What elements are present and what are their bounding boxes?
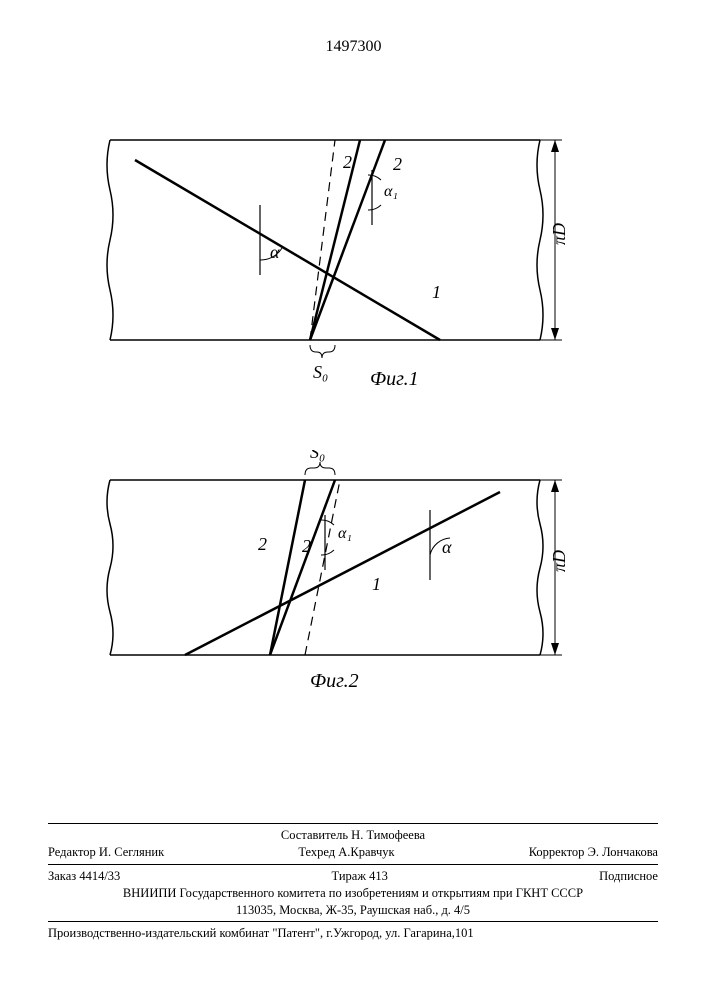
footer-publisher: Производственно-издательский комбинат "П… xyxy=(48,925,658,942)
subscription: Подписное xyxy=(599,868,658,885)
fig1-label-1: 1 xyxy=(432,282,441,302)
figure-2: 2 2 1 α α₁ S₀ πD xyxy=(100,450,590,685)
techred-name: А.Кравчук xyxy=(338,845,394,859)
footer-addr: 113035, Москва, Ж-35, Раушская наб., д. … xyxy=(48,902,658,919)
fig1-label-alpha: α xyxy=(270,242,280,262)
footer-block: Составитель Н. Тимофеева Редактор И. Сег… xyxy=(48,820,658,942)
order-value: 4414/33 xyxy=(79,869,120,883)
fig1-label-2a: 2 xyxy=(343,152,352,172)
page: 1497300 2 2 1 α α₁ xyxy=(0,0,707,1000)
patent-number: 1497300 xyxy=(0,38,707,56)
fig2-label-pid: πD xyxy=(549,550,569,572)
corrector-label: Корректор xyxy=(529,845,585,859)
fig1-caption: Фиг.1 xyxy=(370,368,419,391)
techred-label: Техред xyxy=(298,845,335,859)
fig2-label-2b: 2 xyxy=(302,536,311,556)
footer-org: ВНИИПИ Государственного комитета по изоб… xyxy=(48,885,658,902)
tirazh-label: Тираж xyxy=(332,869,366,883)
fig2-label-2a: 2 xyxy=(258,534,267,554)
compiler-label: Составитель xyxy=(281,828,348,842)
tirazh-value: 413 xyxy=(369,869,388,883)
editor-name: И. Сегляник xyxy=(99,845,164,859)
fig2-caption: Фиг.2 xyxy=(310,670,359,693)
corrector-name: Э. Лончакова xyxy=(588,845,658,859)
fig2-label-alpha: α xyxy=(442,537,452,557)
order-label: Заказ xyxy=(48,869,76,883)
fig1-label-so: S₀ xyxy=(313,362,328,382)
fig2-label-so: S₀ xyxy=(310,450,325,462)
fig2-label-alpha1: α₁ xyxy=(338,525,352,542)
fig2-label-1: 1 xyxy=(372,574,381,594)
fig1-label-pid: πD xyxy=(549,223,569,245)
fig1-label-2b: 2 xyxy=(393,154,402,174)
figure-1: 2 2 1 α α₁ S₀ πD xyxy=(100,125,590,385)
compiler-name: Н. Тимофеева xyxy=(351,828,425,842)
fig1-label-alpha1: α₁ xyxy=(384,183,398,200)
editor-label: Редактор xyxy=(48,845,96,859)
